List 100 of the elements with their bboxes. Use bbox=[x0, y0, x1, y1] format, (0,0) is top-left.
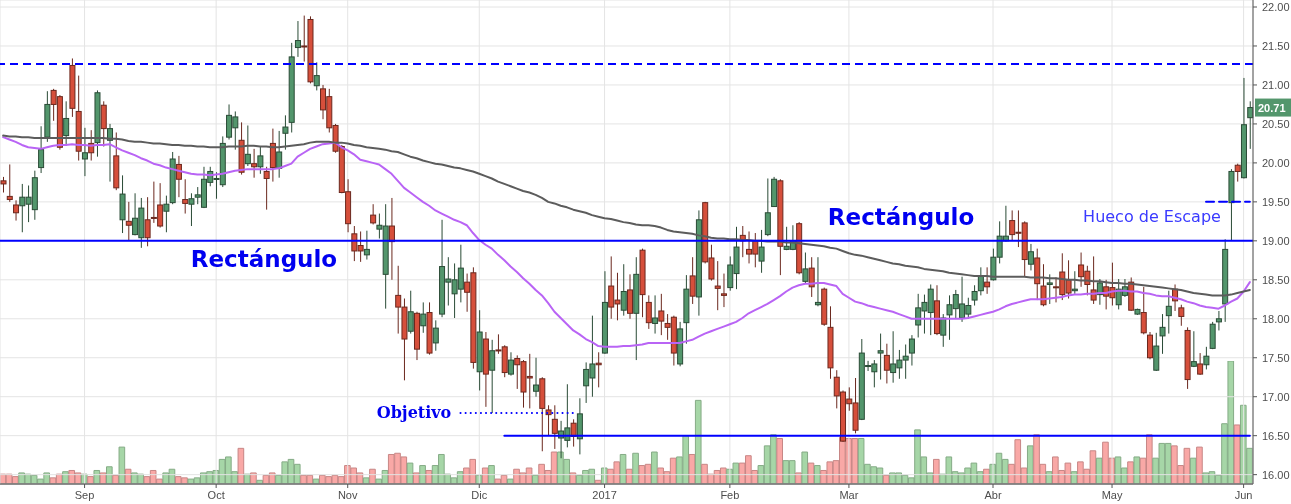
candlestick bbox=[908, 334, 915, 367]
candlestick bbox=[257, 146, 264, 175]
y-tick-label: 20.00 bbox=[1262, 156, 1290, 169]
candlestick bbox=[758, 229, 765, 274]
candlestick bbox=[144, 196, 151, 247]
y-tick-label: 18.50 bbox=[1262, 273, 1290, 286]
candlestick bbox=[984, 266, 991, 295]
candlestick bbox=[720, 273, 727, 308]
candlestick bbox=[1046, 273, 1053, 305]
x-tick-label: Dic bbox=[471, 489, 488, 501]
annotation: Hueco de Escape bbox=[1083, 206, 1221, 226]
candlestick bbox=[13, 199, 20, 222]
y-tick-label: 21.00 bbox=[1262, 78, 1290, 91]
candlestick bbox=[432, 319, 439, 352]
candlestick bbox=[714, 260, 721, 311]
candlestick bbox=[545, 404, 552, 437]
x-tick-label: May bbox=[1101, 489, 1123, 501]
x-tick-label: Mar bbox=[839, 489, 859, 501]
candlestick bbox=[883, 343, 890, 384]
x-tick-label: Nov bbox=[337, 489, 358, 501]
candlestick bbox=[1203, 346, 1210, 370]
candlestick bbox=[1140, 286, 1147, 335]
x-tick-label: Abr bbox=[984, 489, 1002, 501]
candlestick bbox=[627, 273, 634, 320]
bar bbox=[118, 446, 126, 484]
candlestick bbox=[1215, 310, 1222, 331]
candlestick bbox=[81, 127, 88, 177]
y-tick-label: 19.00 bbox=[1262, 234, 1290, 247]
y-tick-label: 20.50 bbox=[1262, 117, 1290, 130]
x-tick-label: Oct bbox=[207, 489, 225, 501]
candlestick bbox=[263, 166, 270, 211]
candlestick bbox=[1178, 304, 1185, 327]
candlestick bbox=[294, 20, 301, 58]
bar bbox=[1196, 446, 1203, 484]
annotation: Rectángulo bbox=[190, 245, 338, 272]
y-tick-label: 17.50 bbox=[1262, 351, 1290, 364]
candlestick bbox=[282, 114, 289, 151]
candlestick bbox=[388, 197, 395, 281]
y-tick-label: 21.50 bbox=[1262, 39, 1290, 52]
candlestick bbox=[1159, 313, 1166, 355]
bar bbox=[1133, 456, 1141, 484]
candlestick bbox=[1146, 331, 1153, 360]
candlestick bbox=[188, 192, 195, 227]
candlestick bbox=[658, 293, 665, 336]
candlestick bbox=[764, 177, 771, 237]
x-tick-label: 2017 bbox=[592, 489, 617, 501]
candlestick bbox=[620, 263, 627, 317]
x-tick-label: Jun bbox=[1234, 489, 1253, 501]
candlestick bbox=[1190, 330, 1197, 368]
bar bbox=[651, 451, 658, 484]
candlestick bbox=[1027, 243, 1034, 271]
y-tick-label: 16.00 bbox=[1262, 468, 1290, 481]
bar bbox=[694, 399, 702, 484]
candlestick bbox=[940, 313, 947, 348]
candlestick bbox=[276, 130, 283, 179]
y-tick-label: 19.50 bbox=[1262, 195, 1290, 208]
x-tick-label: Sep bbox=[74, 489, 95, 501]
annotation: Objetivo bbox=[376, 403, 452, 423]
bar bbox=[425, 469, 433, 484]
candlestick bbox=[420, 301, 427, 334]
candlestick bbox=[1040, 263, 1047, 307]
bar bbox=[569, 472, 577, 484]
candlestick bbox=[645, 294, 652, 330]
candlestick bbox=[689, 256, 696, 305]
candlestick bbox=[6, 163, 13, 203]
y-tick-label: 22.00 bbox=[1262, 0, 1290, 13]
candlestick bbox=[163, 195, 170, 233]
candlestick bbox=[652, 294, 659, 335]
bar bbox=[619, 453, 627, 484]
annotation: Rectángulo bbox=[827, 203, 975, 230]
candlestick bbox=[38, 125, 45, 174]
candlestick bbox=[313, 61, 320, 91]
candlestick bbox=[407, 290, 414, 335]
candlestick bbox=[244, 124, 251, 167]
candlestick bbox=[182, 178, 189, 215]
candlestick bbox=[551, 404, 558, 450]
candlestick bbox=[363, 230, 370, 261]
candlestick bbox=[533, 357, 540, 398]
candlestick bbox=[971, 284, 978, 307]
candlestick bbox=[100, 100, 107, 148]
x-tick-label: Feb bbox=[720, 489, 740, 501]
candlestick bbox=[877, 333, 884, 381]
candlestick bbox=[507, 351, 514, 377]
candlestick bbox=[814, 256, 821, 307]
bar bbox=[93, 469, 101, 484]
y-tick-label: 17.00 bbox=[1262, 390, 1290, 403]
candlestick bbox=[1165, 290, 1172, 335]
candlestick bbox=[251, 148, 258, 179]
candlestick bbox=[125, 201, 132, 241]
bar bbox=[776, 437, 783, 484]
y-tick-label: 16.50 bbox=[1262, 429, 1290, 442]
annotation: 20.71 bbox=[1258, 101, 1286, 114]
bar bbox=[801, 451, 809, 484]
bar bbox=[237, 447, 245, 484]
y-tick-label: 18.00 bbox=[1262, 312, 1290, 325]
candlestick bbox=[802, 252, 809, 285]
candlestick bbox=[808, 256, 815, 298]
bar bbox=[632, 452, 639, 484]
candlestick bbox=[1197, 352, 1204, 376]
line-series bbox=[2, 136, 1251, 348]
